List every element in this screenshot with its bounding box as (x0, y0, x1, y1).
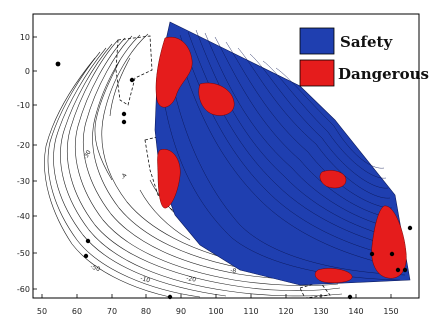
x-tick-label: 100 (208, 307, 223, 316)
x-tick-label: 140 (348, 307, 363, 316)
borehole-point (395, 267, 401, 273)
x-tick-label: 110 (243, 307, 258, 316)
x-tick-label: 150 (383, 307, 398, 316)
y-axis: 10 0 -10 -20 -30 -40 -50 -60 (17, 33, 30, 294)
y-tick-label: -10 (17, 101, 30, 110)
x-axis: 50 60 70 80 90 100 110 120 130 140 150 (37, 307, 399, 316)
borehole-point (129, 77, 135, 83)
y-tick-label: -50 (17, 249, 30, 258)
x-tick-label: 80 (141, 307, 151, 316)
safety-contours (162, 29, 406, 281)
legend: Safety Dangerous (299, 27, 429, 87)
legend-label-safety: Safety (340, 33, 393, 51)
borehole-points (55, 61, 413, 300)
contour-label: -8 (230, 267, 237, 275)
borehole-point (55, 61, 61, 67)
y-tick-label: -60 (17, 285, 30, 294)
legend-label-dangerous: Dangerous (338, 65, 429, 83)
borehole-point (402, 267, 408, 273)
danger-zone-bottom (314, 268, 353, 283)
x-tick-label: 90 (176, 307, 186, 316)
contour-labels: -30 -50 -10 -20 -8 -4 (82, 149, 237, 285)
x-tick-label: 50 (37, 307, 47, 316)
terrain-contours (44, 33, 343, 298)
dangerous-zones (155, 36, 407, 283)
y-tick-label: 0 (25, 67, 30, 76)
danger-zone-left-mid (157, 149, 181, 209)
contour-label: -20 (186, 275, 197, 284)
x-tick-label: 60 (72, 307, 82, 316)
borehole-point (347, 294, 353, 300)
danger-zone-right (371, 205, 407, 279)
danger-zone-center (319, 170, 347, 189)
x-tick-label: 130 (313, 307, 328, 316)
borehole-point (121, 111, 127, 117)
borehole-point (121, 119, 127, 125)
borehole-point (167, 294, 173, 300)
tick-marks (33, 36, 392, 298)
x-tick-label: 120 (278, 307, 293, 316)
contour-label: -50 (89, 263, 101, 273)
borehole-point (85, 238, 91, 244)
legend-swatch-safety (299, 27, 335, 55)
borehole-point (83, 253, 89, 259)
borehole-point (407, 225, 413, 231)
contour-label: -30 (82, 149, 93, 161)
contour-label: -4 (120, 172, 129, 181)
borehole-point (389, 251, 395, 257)
y-tick-label: -40 (17, 212, 30, 221)
y-tick-label: -30 (17, 177, 30, 186)
y-tick-label: 10 (20, 33, 30, 42)
danger-zone-upper (198, 82, 235, 116)
legend-swatch-dangerous (299, 59, 335, 87)
danger-zone-top-left (155, 36, 193, 108)
borehole-point (369, 251, 375, 257)
y-tick-label: -20 (17, 141, 30, 150)
x-tick-label: 70 (107, 307, 117, 316)
contour-label: -10 (139, 275, 150, 284)
